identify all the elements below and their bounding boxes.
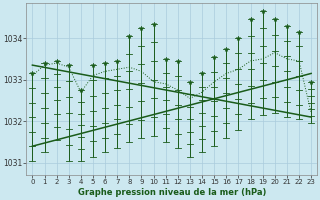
X-axis label: Graphe pression niveau de la mer (hPa): Graphe pression niveau de la mer (hPa) [77,188,266,197]
